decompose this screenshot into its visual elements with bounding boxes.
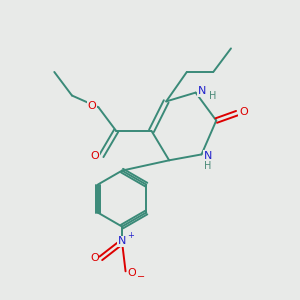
Text: N: N [204,151,212,160]
Text: −: − [137,272,145,282]
Text: N: N [198,86,206,96]
Text: O: O [239,107,248,117]
Text: O: O [88,101,96,111]
Text: O: O [128,268,136,278]
Text: H: H [209,91,216,101]
Text: H: H [204,160,212,171]
Text: O: O [91,152,99,161]
Text: N: N [118,236,126,246]
Text: +: + [127,232,134,241]
Text: O: O [90,254,99,263]
